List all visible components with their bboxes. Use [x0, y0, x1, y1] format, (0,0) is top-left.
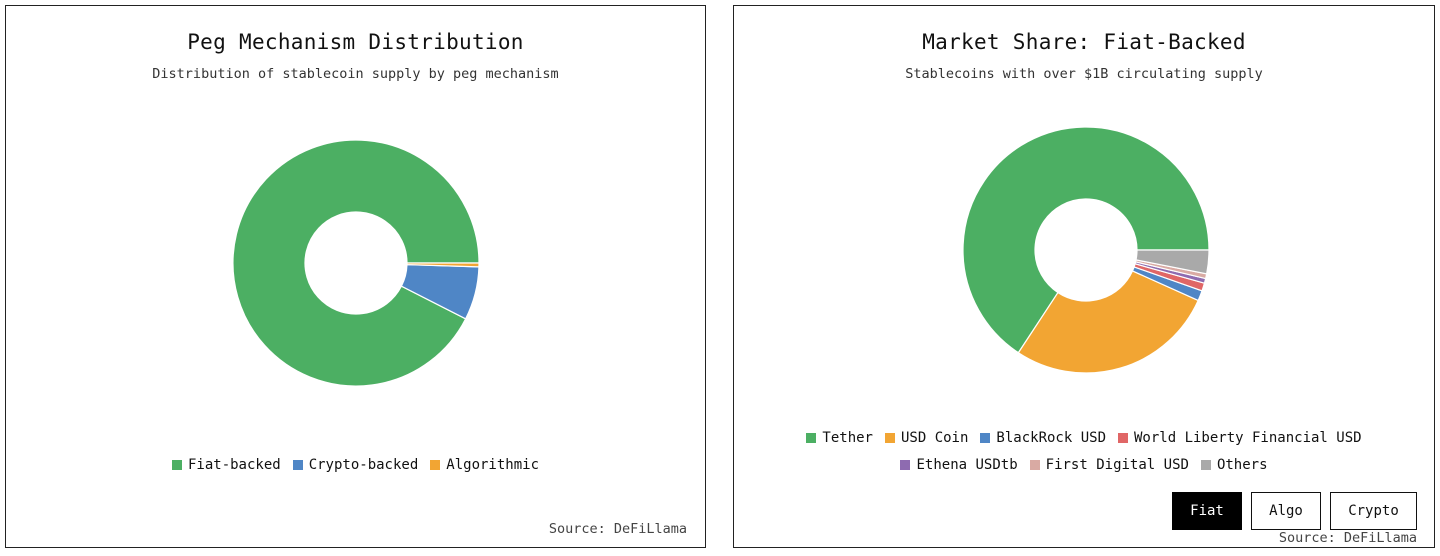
- legend-swatch: [884, 433, 895, 443]
- donut-slice-tether[interactable]: [962, 126, 1210, 354]
- donut-slice-fiat-backed[interactable]: [232, 139, 480, 387]
- legend-swatch: [1029, 460, 1040, 470]
- chart-source: Source: DeFiLlama: [1278, 530, 1417, 546]
- chart-subtitle: Distribution of stablecoin supply by peg…: [152, 66, 559, 82]
- legend-swatch: [430, 460, 441, 470]
- donut-chart-peg: [232, 139, 480, 387]
- legend-swatch: [171, 460, 182, 470]
- legend-item-tether[interactable]: Tether: [806, 430, 873, 446]
- legend-item-crypto-backed[interactable]: Crypto-backed: [292, 457, 419, 473]
- chart-panel-peg-mechanism: Peg Mechanism Distribution Distribution …: [5, 5, 706, 548]
- legend-label: Others: [1216, 457, 1268, 473]
- chart-source: Source: DeFiLlama: [548, 521, 687, 537]
- legend-swatch: [1200, 460, 1211, 470]
- chart-legend-row-1: Tether USD Coin BlackRock USD World Libe…: [734, 430, 1434, 446]
- toggle-fiat-button[interactable]: Fiat: [1172, 492, 1242, 530]
- legend-label: Fiat-backed: [187, 457, 281, 473]
- chart-subtitle: Stablecoins with over $1B circulating su…: [905, 66, 1263, 82]
- donut-chart-market-share: [962, 126, 1210, 374]
- donut-slice-others[interactable]: [1135, 249, 1210, 275]
- toggle-crypto-button[interactable]: Crypto: [1330, 492, 1417, 530]
- donut-slice-usd-coin[interactable]: [1017, 270, 1199, 374]
- legend-label: USD Coin: [900, 430, 969, 446]
- legend-swatch: [1118, 433, 1128, 443]
- legend-label: BlackRock USD: [996, 430, 1106, 446]
- legend-swatch: [292, 460, 303, 470]
- chart-panel-market-share: Market Share: Fiat-Backed Stablecoins wi…: [733, 5, 1435, 548]
- legend-label: Algorithmic: [446, 457, 539, 473]
- legend-item-usd-coin[interactable]: USD Coin: [884, 430, 969, 446]
- legend-label: Crypto-backed: [308, 457, 419, 473]
- legend-item-algorithmic[interactable]: Algorithmic: [430, 457, 539, 473]
- legend-swatch: [900, 460, 911, 470]
- legend-item-fiat-backed[interactable]: Fiat-backed: [171, 457, 281, 473]
- chart-title: Peg Mechanism Distribution: [187, 30, 524, 54]
- category-toggle: Fiat Algo Crypto: [1172, 492, 1417, 530]
- legend-item-blackrock-usd[interactable]: BlackRock USD: [980, 430, 1106, 446]
- legend-item-ethena-usdtb[interactable]: Ethena USDtb: [900, 457, 1018, 473]
- legend-item-world-liberty-financial-usd[interactable]: World Liberty Financial USD: [1118, 430, 1362, 446]
- legend-label: World Liberty Financial USD: [1134, 430, 1362, 446]
- chart-title: Market Share: Fiat-Backed: [922, 30, 1246, 54]
- donut-slice-algorithmic[interactable]: [406, 262, 480, 268]
- toggle-algo-button[interactable]: Algo: [1251, 492, 1321, 530]
- legend-item-others[interactable]: Others: [1200, 457, 1268, 473]
- legend-item-first-digital-usd[interactable]: First Digital USD: [1029, 457, 1189, 473]
- legend-label: Tether: [822, 430, 873, 446]
- chart-legend: Fiat-backed Crypto-backed Algorithmic: [6, 457, 705, 473]
- legend-label: Ethena USDtb: [916, 457, 1018, 473]
- legend-swatch: [806, 433, 817, 443]
- legend-swatch: [980, 433, 991, 443]
- legend-label: First Digital USD: [1045, 457, 1189, 473]
- chart-legend-row-2: Ethena USDtb First Digital USD Others: [734, 457, 1434, 473]
